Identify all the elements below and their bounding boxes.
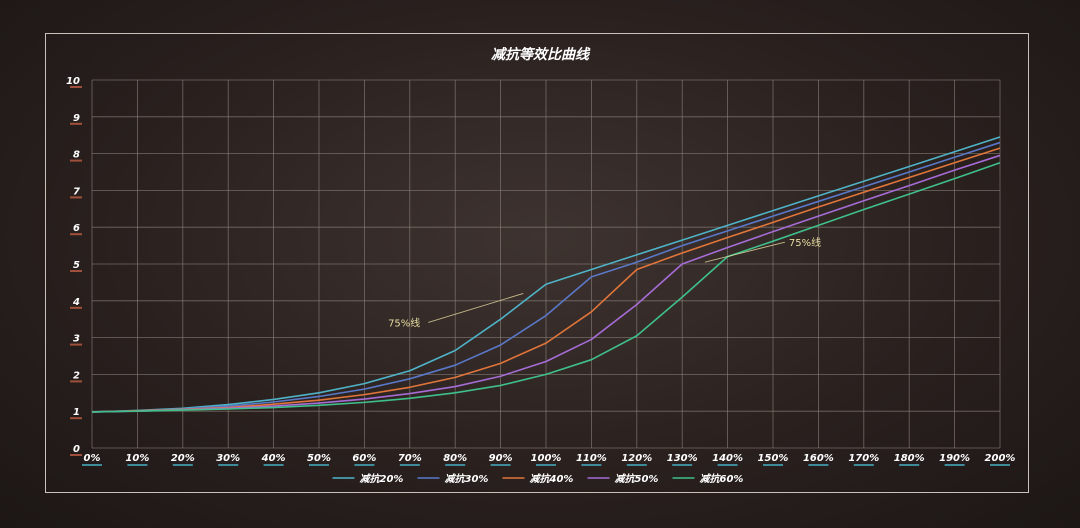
y-tick-underline — [70, 122, 82, 125]
series-lines — [91, 136, 1001, 413]
x-tick-label: 40% — [261, 453, 286, 464]
legend-label: 减抗30% — [445, 473, 489, 485]
x-tick-label: 140% — [712, 453, 743, 464]
y-tick-label: 1 — [73, 407, 80, 418]
x-tick-label: 200% — [985, 453, 1016, 464]
x-tick-underline — [82, 464, 102, 466]
x-tick-label: 160% — [803, 453, 834, 464]
x-tick-label: 180% — [894, 453, 925, 464]
y-tick-underline — [70, 343, 82, 346]
y-tick-underline — [70, 196, 82, 199]
x-tick-underline — [127, 464, 148, 466]
y-tick-underline — [70, 86, 82, 88]
series-line — [91, 141, 1001, 413]
y-tick-label: 4 — [72, 297, 80, 308]
x-tick-label: 130% — [667, 453, 698, 464]
axis-labels: 0% 10% 20% 30% 40% 50% 60% 70% 80% 90% 100% 110% 120… — [66, 76, 1015, 466]
x-tick-underline — [354, 464, 375, 466]
y-tick-underline — [70, 417, 82, 420]
x-tick-underline — [218, 464, 239, 466]
x-tick-underline — [717, 464, 738, 466]
y-tick-underline — [70, 270, 82, 272]
legend-label: 减抗60% — [700, 473, 744, 485]
x-tick-label: 170% — [848, 453, 879, 464]
y-tick-underline — [70, 233, 82, 236]
y-tick-label: 9 — [73, 113, 80, 124]
chart-frame — [45, 33, 1029, 493]
x-tick-underline — [808, 464, 829, 466]
x-tick-label: 110% — [576, 453, 607, 464]
x-tick-label: 60% — [352, 453, 376, 464]
x-tick-label: 100% — [531, 453, 562, 464]
y-tick-label: 7 — [73, 186, 80, 197]
annotation-line — [428, 293, 524, 323]
chart-title: 减抗等效比曲线 — [491, 46, 591, 63]
annotation-label: 75%线 — [388, 316, 420, 329]
x-tick-label: 0% — [84, 453, 101, 464]
legend-label: 减抗40% — [530, 473, 574, 485]
x-tick-underline — [263, 464, 284, 466]
y-tick-label: 8 — [73, 150, 80, 161]
legend: 减抗20% 减抗30% 减抗40% 减抗50% 减抗60% — [332, 473, 744, 485]
x-tick-label: 80% — [443, 453, 467, 464]
x-tick-label: 50% — [307, 453, 331, 464]
x-tick-underline — [763, 464, 783, 466]
x-tick-underline — [853, 464, 874, 466]
y-tick-label: 5 — [73, 260, 80, 271]
y-tick-label: 6 — [73, 223, 80, 234]
x-tick-underline — [399, 464, 420, 466]
annotation-line — [704, 241, 786, 263]
x-tick-label: 120% — [621, 453, 652, 464]
series-line — [91, 136, 1001, 413]
x-tick-underline — [536, 464, 556, 466]
y-tick-label: 0 — [73, 444, 80, 455]
x-tick-label: 90% — [489, 453, 513, 464]
x-tick-underline — [944, 464, 965, 466]
legend-label: 减抗50% — [615, 473, 659, 485]
annotation-label: 75%线 — [789, 236, 821, 249]
x-tick-underline — [990, 464, 1010, 466]
x-tick-label: 190% — [939, 453, 970, 464]
y-tick-underline — [70, 159, 82, 162]
series-line — [91, 162, 1001, 413]
grid — [91, 79, 1001, 449]
x-tick-label: 30% — [216, 453, 240, 464]
x-tick-underline — [672, 464, 693, 466]
x-tick-label: 150% — [758, 453, 789, 464]
y-tick-underline — [70, 306, 82, 309]
series-line — [91, 147, 1001, 413]
x-tick-underline — [172, 464, 193, 466]
x-tick-underline — [309, 464, 329, 466]
x-tick-label: 70% — [398, 453, 422, 464]
x-tick-label: 20% — [171, 453, 195, 464]
x-tick-underline — [626, 464, 647, 466]
series-line — [91, 154, 1001, 413]
legend-label: 减抗20% — [360, 473, 404, 485]
y-tick-underline — [70, 380, 82, 383]
x-tick-label: 10% — [125, 453, 149, 464]
y-tick-label: 3 — [73, 334, 80, 345]
x-tick-underline — [581, 464, 602, 466]
x-tick-underline — [490, 464, 511, 466]
annotations: 75%线 75%线 — [388, 236, 821, 329]
x-tick-underline — [899, 464, 920, 466]
y-tick-label: 10 — [66, 76, 80, 87]
x-tick-underline — [445, 464, 466, 466]
y-tick-underline — [70, 454, 82, 456]
y-tick-label: 2 — [73, 370, 80, 381]
